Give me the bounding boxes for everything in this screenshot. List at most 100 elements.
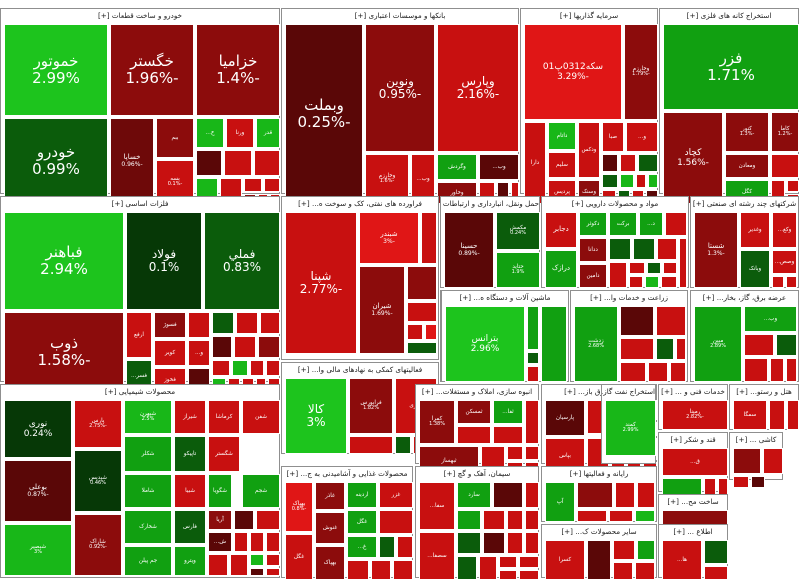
symbol-tile[interactable]: شپنا -2.77% <box>285 212 357 354</box>
symbol-tile[interactable] <box>648 174 658 188</box>
symbol-tile[interactable] <box>208 554 228 576</box>
symbol-tile[interactable]: کویر <box>154 340 186 366</box>
symbol-tile[interactable]: غگل <box>285 534 313 580</box>
symbol-tile[interactable] <box>744 358 768 382</box>
symbol-tile[interactable]: ببم <box>156 118 194 158</box>
symbol-tile[interactable]: حتاید 1.9% <box>496 252 540 288</box>
symbol-tile[interactable] <box>250 568 264 576</box>
symbol-tile[interactable] <box>457 426 491 444</box>
symbol-tile[interactable] <box>493 426 523 444</box>
sector-title[interactable]: انبوه سازی، املاک و مستغلات... [+] <box>416 385 538 398</box>
symbol-tile[interactable]: ونوین -0.95% <box>365 24 435 152</box>
symbol-tile[interactable]: ورنا <box>226 118 254 148</box>
sector-title[interactable]: اطلاع ... [+] <box>659 525 727 538</box>
symbol-tile[interactable] <box>633 238 655 260</box>
symbol-tile[interactable]: دامین <box>579 264 607 288</box>
symbol-tile[interactable]: وب... <box>479 154 519 180</box>
sector-title[interactable]: رایانه و فعالیتها [+] <box>542 467 656 480</box>
symbol-tile[interactable] <box>519 556 539 568</box>
sector-title[interactable]: ماشین آلات و دستگاه ه... [+] <box>442 291 568 304</box>
symbol-tile[interactable] <box>525 400 539 444</box>
symbol-tile[interactable]: غاذر <box>315 482 345 510</box>
symbol-tile[interactable] <box>407 342 437 354</box>
sector-group[interactable]: فلزات اساسی [+] فباهنر 2.94% فولاد 0.1% فملي 0… <box>0 196 280 392</box>
symbol-tile[interactable]: فارس <box>174 510 206 544</box>
symbol-tile[interactable]: بوعلی -0.87% <box>4 460 72 522</box>
symbol-tile[interactable]: وپارس -2.16% <box>437 24 519 152</box>
symbol-tile[interactable] <box>250 554 264 566</box>
symbol-tile[interactable]: وبملت -0.25% <box>285 24 363 204</box>
sector-title[interactable]: قند و شکر [+] <box>659 433 727 446</box>
symbol-tile[interactable] <box>744 334 774 356</box>
symbol-tile[interactable]: وصص... <box>772 250 797 274</box>
symbol-tile[interactable] <box>188 312 210 338</box>
symbol-tile[interactable]: و... <box>188 340 210 366</box>
symbol-tile[interactable] <box>776 334 797 356</box>
symbol-tile[interactable] <box>525 446 539 460</box>
symbol-tile[interactable] <box>507 510 523 530</box>
symbol-tile[interactable]: وبانک <box>740 250 770 288</box>
symbol-tile[interactable]: صبا <box>602 122 624 152</box>
symbol-tile[interactable] <box>615 482 635 508</box>
sector-title[interactable]: حمل ونقل، انبارداری و ارتباطات [+] <box>441 197 539 210</box>
symbol-tile[interactable] <box>620 306 654 336</box>
symbol-tile[interactable] <box>425 324 437 340</box>
symbol-tile[interactable] <box>665 212 687 236</box>
sector-title[interactable]: محصولات غذایی و آشامیدنی به ج... [+] <box>282 467 412 480</box>
sector-group[interactable]: حمل ونقل، انبارداری و ارتباطات [+] حسینا-… <box>440 196 540 288</box>
symbol-tile[interactable] <box>704 540 728 564</box>
symbol-tile[interactable] <box>629 262 645 274</box>
symbol-tile[interactable] <box>770 358 784 382</box>
sector-title[interactable]: خودرو و ساخت قطعات [+] <box>1 9 279 22</box>
symbol-tile[interactable] <box>483 532 505 554</box>
sector-group[interactable]: کاشی ... [+] <box>729 432 783 488</box>
symbol-tile[interactable]: ها... <box>662 540 702 580</box>
sector-group[interactable]: خودرو و ساخت قطعات [+] خموتور 2.99% خگستر -1… <box>0 8 280 204</box>
symbol-tile[interactable] <box>787 400 799 430</box>
symbol-tile[interactable] <box>637 482 655 508</box>
symbol-tile[interactable] <box>196 150 222 176</box>
symbol-tile[interactable]: و... <box>626 122 658 152</box>
symbol-tile[interactable] <box>507 446 523 460</box>
symbol-tile[interactable] <box>260 312 280 334</box>
symbol-tile[interactable] <box>236 312 258 334</box>
symbol-tile[interactable]: وب... <box>744 306 797 332</box>
symbol-tile[interactable] <box>457 532 481 554</box>
symbol-tile[interactable]: رمپنا -2.82% <box>662 400 728 430</box>
symbol-tile[interactable]: غگل <box>347 510 377 534</box>
symbol-tile[interactable]: سفا... <box>419 482 455 530</box>
symbol-tile[interactable] <box>656 306 686 336</box>
sector-group[interactable]: مواد و محصولات دارویی [+] دجابر درازک دکوثر… <box>541 196 689 288</box>
symbol-tile[interactable] <box>457 556 477 580</box>
symbol-tile[interactable] <box>232 360 248 376</box>
symbol-tile[interactable] <box>379 510 413 534</box>
symbol-tile[interactable] <box>602 174 618 188</box>
symbol-tile[interactable] <box>541 306 567 382</box>
symbol-tile[interactable]: جم پیلن <box>124 546 172 576</box>
symbol-tile[interactable] <box>266 568 280 576</box>
sector-title[interactable]: سیمان، آهک و گچ [+] <box>416 467 538 480</box>
sector-title[interactable]: استخراج نفت گاز... [+] <box>602 385 655 398</box>
symbol-tile[interactable]: غنوش <box>315 512 345 544</box>
symbol-tile[interactable]: شاراک -0.92% <box>74 514 122 576</box>
symbol-tile[interactable]: خودرو 0.99% <box>4 118 108 204</box>
sector-group[interactable]: زراعت و خدمات وا... [+] زدشت 2.68% <box>570 290 688 382</box>
symbol-tile[interactable] <box>212 336 232 358</box>
sector-group[interactable]: هتل و رستو... [+] سمگا <box>729 384 799 430</box>
symbol-tile[interactable] <box>657 238 677 260</box>
symbol-tile[interactable] <box>371 560 391 580</box>
symbol-tile[interactable] <box>769 400 785 430</box>
sector-title[interactable]: زراعت و خدمات وا... [+] <box>571 291 687 304</box>
symbol-tile[interactable]: پارس -2.75% <box>74 400 122 448</box>
symbol-tile[interactable] <box>661 276 677 288</box>
symbol-tile[interactable] <box>635 562 655 580</box>
symbol-tile[interactable]: بترانس 2.96% <box>445 306 525 382</box>
symbol-tile[interactable]: شبندر -3% <box>359 212 419 264</box>
symbol-tile[interactable]: ویترو <box>174 546 206 576</box>
symbol-tile[interactable] <box>786 276 797 288</box>
symbol-tile[interactable] <box>602 154 618 172</box>
sector-title[interactable]: شرکتهای چند رشته ای صنعتی [+] <box>691 197 798 210</box>
sector-group[interactable]: فراورده های نفتی، کک و سوخت ه... [+] شپنا… <box>281 196 439 360</box>
symbol-tile[interactable]: داتام <box>548 122 576 150</box>
